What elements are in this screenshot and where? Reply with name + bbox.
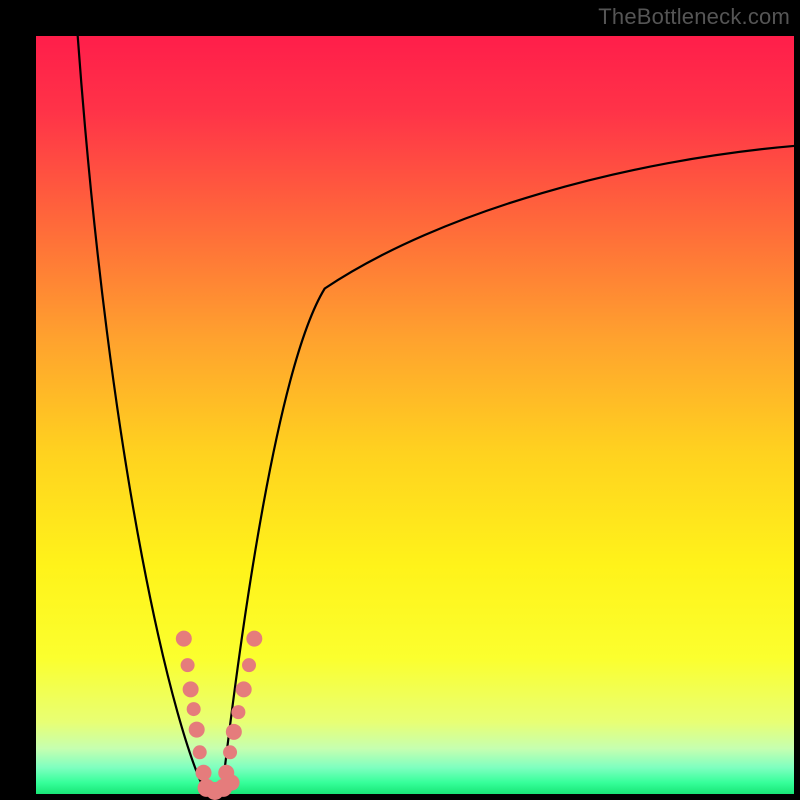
marker-left xyxy=(187,702,201,716)
plot-area xyxy=(36,36,794,794)
chart-root: TheBottleneck.com xyxy=(0,0,800,800)
marker-left xyxy=(193,745,207,759)
marker-right xyxy=(223,745,237,759)
marker-right xyxy=(226,724,242,740)
bottleneck-chart-svg xyxy=(0,0,800,800)
marker-floor xyxy=(224,775,240,791)
marker-right xyxy=(236,681,252,697)
marker-left xyxy=(183,681,199,697)
watermark-text: TheBottleneck.com xyxy=(598,4,790,30)
marker-right xyxy=(242,658,256,672)
marker-left xyxy=(189,722,205,738)
marker-left xyxy=(196,765,212,781)
marker-right xyxy=(231,705,245,719)
marker-left xyxy=(181,658,195,672)
marker-left xyxy=(176,631,192,647)
marker-right xyxy=(246,631,262,647)
